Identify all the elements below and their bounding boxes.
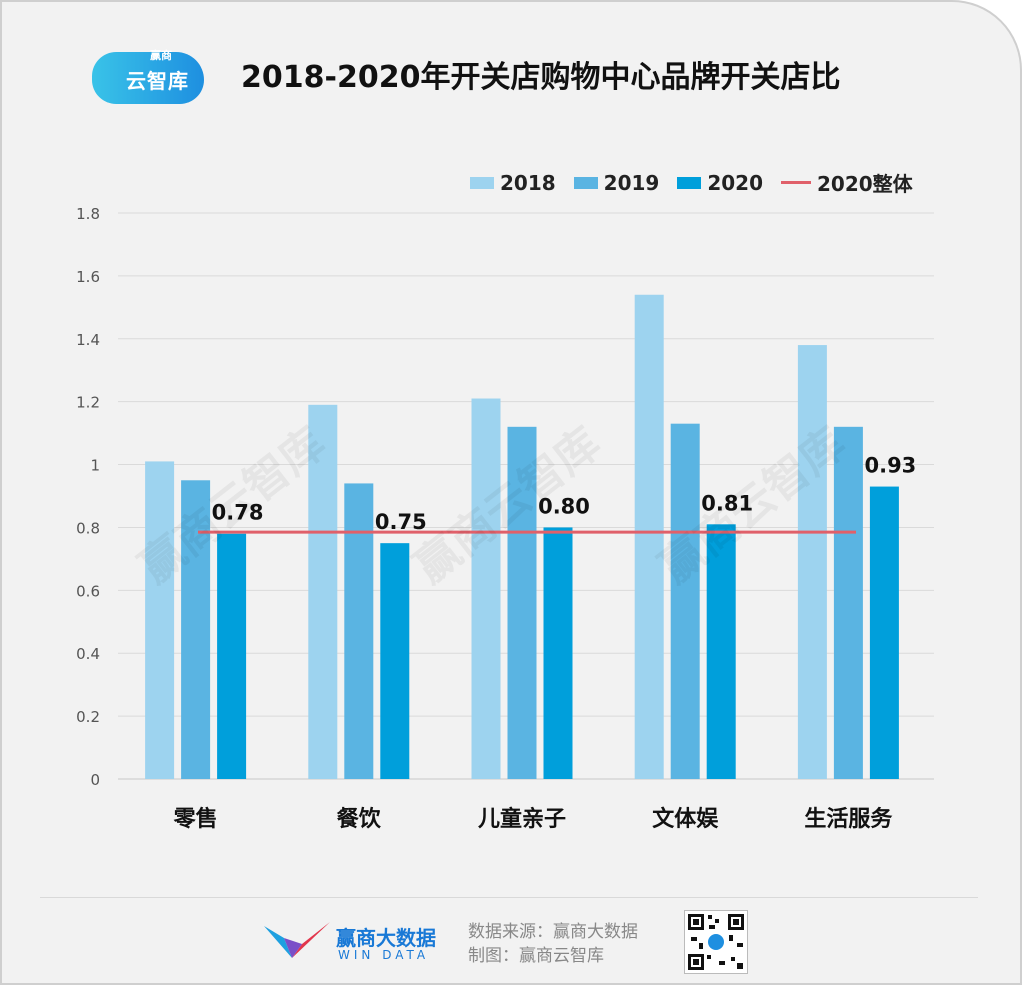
bar-2019-0 [181, 480, 211, 779]
y-tick-label: 1.2 [76, 394, 100, 412]
y-tick-label: 0.4 [76, 645, 100, 663]
data-label: 0.81 [701, 491, 753, 515]
y-tick-label: 1 [90, 457, 100, 475]
brand-logo: 赢商 云智库 [92, 42, 204, 104]
bar-2020-1 [380, 543, 410, 779]
bar-2020-4 [869, 486, 899, 779]
data-label: 0.93 [864, 454, 916, 478]
chart-legend: 2018 2019 2020 2020整体 [470, 168, 913, 197]
footer-brand-en: WIN DATA [338, 948, 430, 962]
legend-item-2019: 2019 [573, 170, 660, 195]
legend-label-2019: 2019 [603, 170, 660, 195]
legend-item-2020: 2020 [677, 171, 763, 195]
y-tick-label: 0.2 [76, 708, 100, 726]
bar-2018-0 [145, 461, 175, 779]
y-tick-label: 0 [90, 771, 100, 789]
bar-chart: 00.20.40.60.811.21.41.61.80.78零售0.75餐饮0.… [76, 205, 934, 832]
legend-label-2020-overall: 2020整体 [817, 172, 913, 196]
footer-divider [40, 897, 978, 898]
legend-item-2018: 2018 [470, 171, 556, 195]
win-data-logo-icon [264, 922, 330, 958]
y-tick-label: 1.8 [76, 205, 100, 223]
logo-text: 云智库 [126, 69, 189, 93]
footer-source: 数据来源：赢商大数据 制图：赢商云智库 [468, 920, 638, 968]
legend-item-2020-overall: 2020整体 [781, 168, 913, 197]
x-category-label: 儿童亲子 [477, 806, 566, 832]
bar-2020-2 [543, 527, 573, 779]
legend-swatch-2020 [677, 176, 702, 189]
cloud-icon [92, 52, 204, 104]
y-tick-label: 0.8 [76, 519, 100, 537]
y-tick-label: 1.6 [76, 268, 100, 286]
footer-brand: 赢商大数据 [336, 926, 436, 950]
bar-2019-4 [833, 426, 863, 779]
data-label: 0.75 [375, 510, 427, 534]
bar-2019-2 [507, 426, 537, 779]
x-category-label: 生活服务 [804, 807, 893, 832]
made-by-text: 制图：赢商云智库 [468, 946, 604, 966]
bar-2020-0 [217, 533, 247, 779]
data-label: 0.80 [538, 494, 590, 518]
qr-code-icon [684, 910, 748, 974]
bar-2019-1 [344, 483, 374, 779]
legend-swatch-2018 [470, 176, 494, 189]
page-title: 2018-2020年开关店购物中心品牌开关店比 [241, 60, 841, 95]
data-source-text: 数据来源：赢商大数据 [468, 922, 638, 942]
x-category-label: 零售 [173, 806, 218, 832]
legend-label-2018: 2018 [500, 170, 556, 195]
y-tick-label: 1.4 [76, 331, 100, 349]
bar-2020-3 [706, 524, 736, 779]
legend-line-2020-overall [781, 181, 812, 184]
x-category-label: 餐饮 [337, 807, 382, 832]
data-label: 0.78 [212, 501, 264, 525]
legend-swatch-2019 [573, 176, 598, 189]
bar-2018-3 [634, 294, 664, 779]
bar-2018-4 [797, 345, 827, 779]
logo-small-text: 赢商 [150, 49, 172, 62]
y-tick-label: 0.6 [76, 582, 100, 600]
legend-label-2020: 2020 [707, 170, 764, 195]
bar-2018-1 [308, 404, 338, 779]
bar-2018-2 [471, 398, 501, 779]
bar-2019-3 [670, 423, 700, 779]
x-category-label: 文体娱 [652, 806, 719, 832]
